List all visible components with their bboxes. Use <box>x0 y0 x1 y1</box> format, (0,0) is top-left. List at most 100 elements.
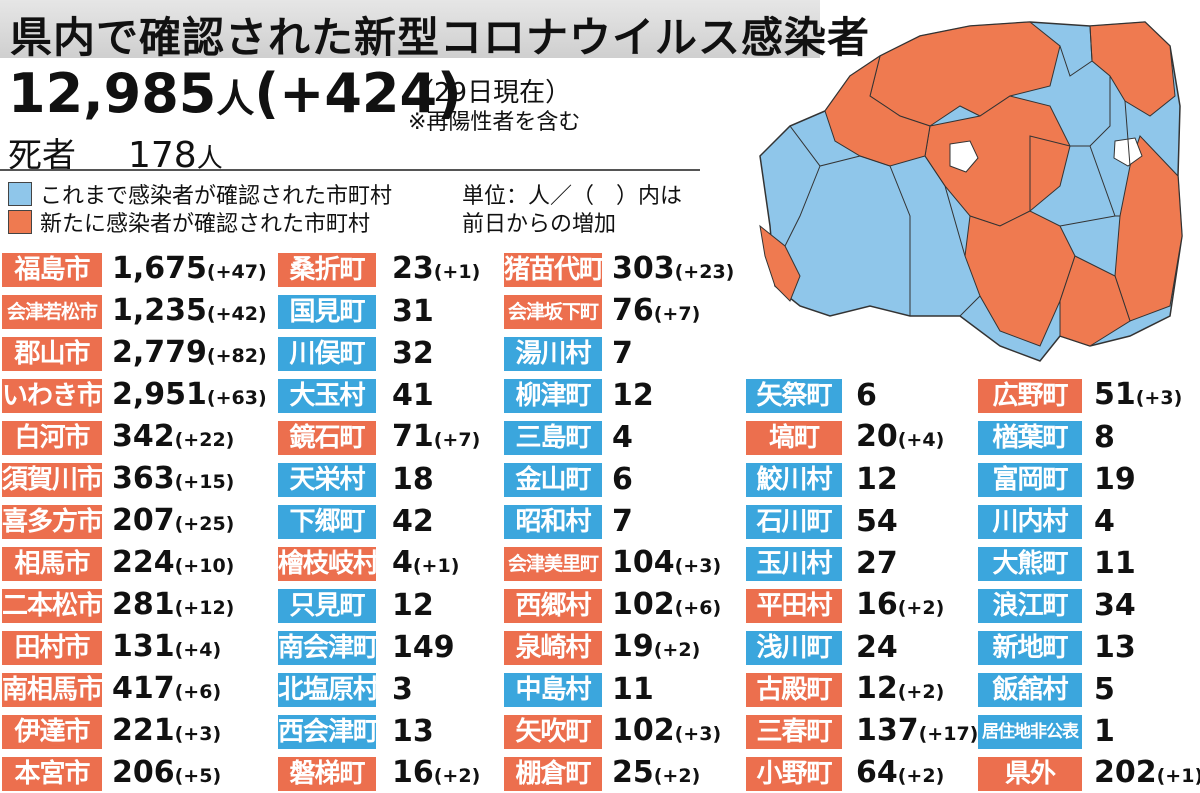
table-row: 柳津町 12 <box>504 378 654 414</box>
case-count: 76 <box>612 292 654 328</box>
table-row: 三春町 137(+17) <box>746 713 978 750</box>
municipality-name: 広野町 <box>978 379 1082 413</box>
table-row: 国見町 31 <box>278 294 434 330</box>
municipality-name: 富岡町 <box>978 463 1082 497</box>
table-row: 玉川村 27 <box>746 546 898 582</box>
municipality-name: 川内村 <box>978 505 1082 539</box>
case-count: 303 <box>612 250 675 286</box>
case-count: 202 <box>1094 754 1157 790</box>
table-row: 桑折町 23(+1) <box>278 251 480 288</box>
municipality-name: 下郷町 <box>278 505 376 539</box>
case-count: 7 <box>612 504 633 539</box>
case-count-cell: 76(+7) <box>612 292 700 331</box>
case-count: 131 <box>112 628 175 664</box>
case-count-cell: 41 <box>392 379 434 413</box>
case-count: 8 <box>1094 420 1115 455</box>
case-change: (+1) <box>433 260 481 283</box>
case-change: (+23) <box>674 260 735 283</box>
table-row: 浅川町 24 <box>746 630 898 666</box>
municipality-name: 三春町 <box>746 715 842 749</box>
municipality-name: 中島村 <box>504 673 602 707</box>
municipality-name: 鏡石町 <box>278 421 376 455</box>
case-count: 31 <box>392 294 434 329</box>
municipality-name: 会津坂下町 <box>504 295 602 329</box>
title-bar: 県内で確認された新型コロナウイルス感染者 <box>0 0 869 62</box>
case-count-cell: 303(+23) <box>612 250 735 289</box>
case-change: (+1) <box>1156 764 1200 787</box>
case-count-cell: 13 <box>392 715 434 749</box>
municipality-name: 西郷村 <box>504 589 602 623</box>
unit-note-line1: 単位：人／（ ）内は <box>462 184 683 209</box>
table-row: 郡山市 2,779(+82) <box>2 335 267 372</box>
case-count: 1,235 <box>112 292 207 328</box>
case-count-cell: 102(+3) <box>612 713 721 751</box>
municipality-name: 浅川町 <box>746 631 842 665</box>
case-change: (+22) <box>174 428 235 451</box>
case-count-cell: 6 <box>612 463 633 497</box>
table-row: 会津美里町 104(+3) <box>504 545 721 582</box>
case-count: 417 <box>112 670 175 706</box>
case-count-cell: 417(+6) <box>112 670 221 709</box>
case-change: (+3) <box>174 722 222 745</box>
case-count: 2,779 <box>112 334 207 370</box>
table-row: 塙町 20(+4) <box>746 419 944 456</box>
municipality-name: 楢葉町 <box>978 421 1082 455</box>
case-count-cell: 12 <box>392 589 434 623</box>
table-row: 湯川村 7 <box>504 336 633 372</box>
case-count-cell: 224(+10) <box>112 545 234 583</box>
case-count-cell: 12 <box>856 463 898 497</box>
municipality-name: 会津若松市 <box>2 295 102 329</box>
table-row: 石川町 54 <box>746 504 898 540</box>
case-count-cell: 207(+25) <box>112 503 235 541</box>
case-change: (+3) <box>1135 386 1183 409</box>
case-count: 102 <box>612 586 675 622</box>
case-count: 363 <box>112 460 175 496</box>
table-row: 大熊町 11 <box>978 546 1136 582</box>
case-count-cell: 42 <box>392 505 434 539</box>
case-count: 149 <box>392 630 455 665</box>
case-count: 16 <box>856 586 898 622</box>
table-row: 富岡町 19 <box>978 462 1136 498</box>
unit-note-line2: 前日からの増加 <box>462 212 617 237</box>
table-row: 中島村 11 <box>504 672 654 708</box>
divider <box>0 169 700 171</box>
case-change: (+2) <box>433 764 481 787</box>
case-count-cell: 34 <box>1094 589 1136 623</box>
case-change: (+12) <box>174 596 235 619</box>
municipality-name: 福島市 <box>2 253 102 287</box>
table-row: 只見町 12 <box>278 588 434 624</box>
table-row: 新地町 13 <box>978 630 1136 666</box>
municipality-name: 矢吹町 <box>504 715 602 749</box>
case-count: 206 <box>112 754 175 790</box>
municipality-name: 小野町 <box>746 757 842 791</box>
case-change: (+5) <box>174 764 222 787</box>
municipality-name: 新地町 <box>978 631 1082 665</box>
municipality-name: 平田村 <box>746 589 842 623</box>
municipality-name: 南相馬市 <box>2 673 102 707</box>
municipality-name: 田村市 <box>2 631 102 665</box>
case-count-cell: 131(+4) <box>112 628 222 667</box>
municipality-name: 玉川村 <box>746 547 842 581</box>
case-count: 54 <box>856 504 898 539</box>
case-count-cell: 54 <box>856 505 898 539</box>
case-count-cell: 51(+3) <box>1094 377 1183 415</box>
case-count-cell: 206(+5) <box>112 754 222 793</box>
table-row: 三島町 4 <box>504 420 633 456</box>
case-count: 16 <box>392 754 434 790</box>
case-change: (+4) <box>174 638 222 661</box>
case-change: (+25) <box>174 512 235 535</box>
case-count: 7 <box>612 336 633 371</box>
table-row: 二本松市 281(+12) <box>2 587 234 624</box>
municipality-name: 三島町 <box>504 421 602 455</box>
case-count-cell: 19 <box>1094 463 1136 497</box>
case-count-cell: 12 <box>612 379 654 413</box>
case-count: 18 <box>392 462 434 497</box>
case-count: 2,951 <box>112 376 207 412</box>
fukushima-map <box>759 21 1183 362</box>
municipality-name: 天栄村 <box>278 463 376 497</box>
case-count: 5 <box>1094 672 1115 707</box>
municipality-name: 南会津町 <box>278 631 376 665</box>
case-change: (+63) <box>206 386 267 409</box>
table-row: 矢祭町 6 <box>746 378 877 414</box>
table-row: 金山町 6 <box>504 462 633 498</box>
